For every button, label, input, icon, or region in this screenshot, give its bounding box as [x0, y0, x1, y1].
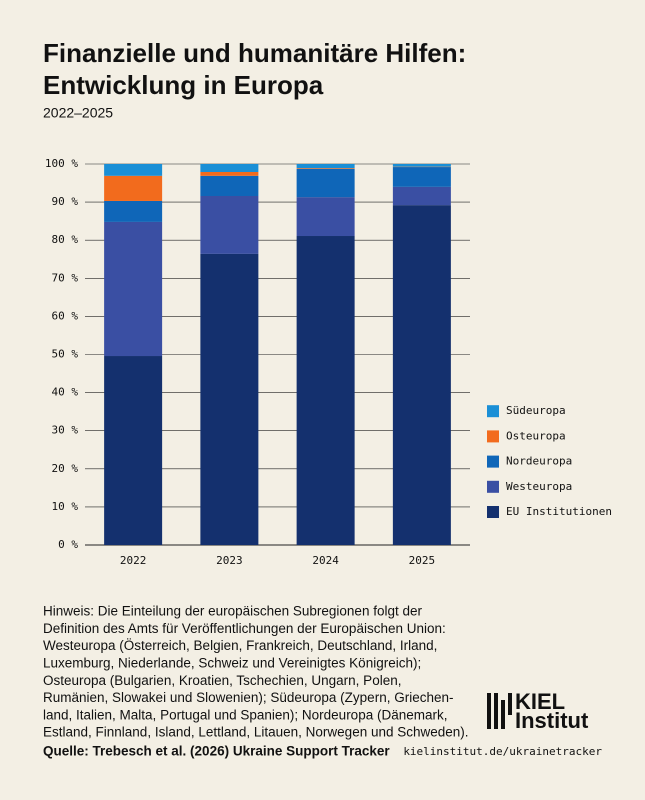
legend-label: Nordeuropa	[506, 455, 572, 468]
note-line: Rumänien, Slowakei und Slowenien); Südeu…	[43, 690, 453, 705]
legend-swatch	[487, 405, 499, 418]
bar-segment	[104, 221, 163, 357]
note-line: Westeuropa (Österreich, Belgien, Frankre…	[43, 638, 437, 653]
chart-title: Entwicklung in Europa	[43, 70, 324, 100]
bar-segment	[392, 164, 451, 167]
bar-segment	[104, 175, 163, 201]
source: Quelle: Trebesch et al. (2026) Ukraine S…	[43, 744, 390, 759]
url: kielinstitut.de/ukrainetracker	[403, 745, 602, 758]
bar-segment	[296, 168, 355, 169]
y-tick-label: 100 %	[45, 157, 78, 170]
bar-segment	[392, 167, 451, 187]
bar-segment	[104, 200, 163, 222]
y-tick-label: 70 %	[52, 271, 79, 284]
y-tick-label: 0 %	[58, 538, 78, 551]
note-line: Estland, Finnland, Island, Lettland, Lit…	[43, 725, 469, 740]
x-tick-label: 2024	[312, 554, 339, 567]
y-tick-label: 10 %	[52, 500, 79, 513]
note-line: Luxemburg, Niederlande, Schweiz und Vere…	[43, 655, 421, 670]
legend-label: Osteuropa	[506, 429, 566, 442]
note-line: Definition des Amts für Veröffentlichung…	[43, 621, 446, 636]
bar-segment	[296, 164, 355, 169]
bar-segment	[200, 253, 259, 545]
note-line: Osteuropa (Bulgarien, Kroatien, Tschechi…	[43, 673, 401, 688]
legend-label: Westeuropa	[506, 480, 572, 493]
x-tick-label: 2025	[409, 554, 436, 567]
bar-segment	[200, 175, 259, 197]
bar-segment	[200, 164, 259, 173]
x-tick-label: 2023	[216, 554, 243, 567]
y-tick-label: 40 %	[52, 386, 79, 399]
y-tick-label: 50 %	[52, 348, 79, 361]
legend-label: EU Institutionen	[506, 505, 612, 518]
bar-segment	[296, 197, 355, 237]
y-tick-label: 20 %	[52, 462, 79, 475]
bar-segment	[200, 172, 259, 176]
y-tick-label: 30 %	[52, 424, 79, 437]
legend-swatch	[487, 455, 499, 468]
chart-subtitle: 2022–2025	[43, 105, 113, 121]
x-tick-label: 2022	[120, 554, 147, 567]
bar-segment	[104, 164, 163, 176]
logo-text: KIEL	[515, 689, 565, 714]
legend-swatch	[487, 480, 499, 493]
y-tick-label: 80 %	[52, 233, 79, 246]
logo-mark	[487, 693, 512, 729]
bar-segment	[200, 196, 259, 254]
logo-text: Institut	[515, 708, 589, 733]
note-line: Hinweis: Die Einteilung der europäischen…	[43, 604, 422, 619]
bar-segment	[104, 356, 163, 545]
legend-label: Südeuropa	[506, 404, 566, 417]
bar-segment	[392, 205, 451, 545]
legend-swatch	[487, 430, 499, 443]
note-line: land, Italien, Malta, Portugal und Spani…	[43, 707, 447, 722]
chart-title: Finanzielle und humanitäre Hilfen:	[43, 38, 466, 68]
y-tick-label: 90 %	[52, 195, 79, 208]
bar-segment	[296, 236, 355, 545]
bar-segment	[296, 168, 355, 198]
y-tick-label: 60 %	[52, 309, 79, 322]
legend-swatch	[487, 506, 499, 518]
bar-segment	[392, 186, 451, 206]
